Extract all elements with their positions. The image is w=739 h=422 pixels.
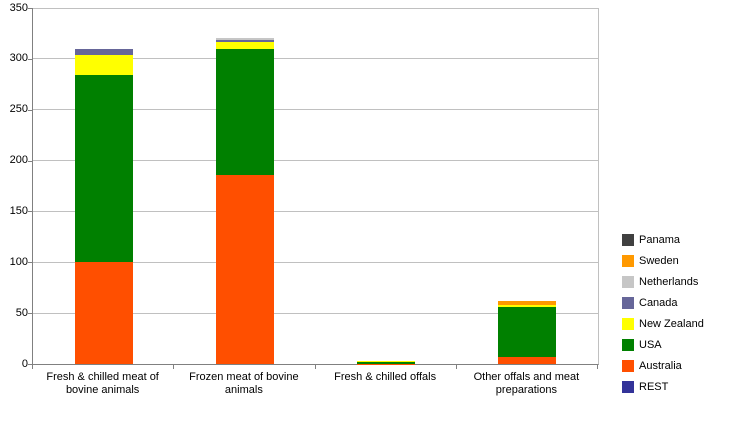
legend-item-sweden: Sweden (622, 255, 704, 267)
legend-label: USA (639, 339, 662, 351)
x-axis-tick (32, 365, 33, 369)
bar-segment-australia (357, 363, 416, 364)
legend-item-netherlands: Netherlands (622, 276, 704, 288)
gridline (33, 58, 598, 60)
legend-swatch (622, 276, 634, 288)
x-axis-label: Fresh & chilled meat of bovine animals (46, 371, 159, 396)
legend-item-usa: USA (622, 339, 704, 351)
legend-label: Australia (639, 360, 682, 372)
legend-item-australia: Australia (622, 360, 704, 372)
y-axis-tick (28, 8, 32, 9)
legend-label: REST (639, 381, 669, 393)
legend-swatch (622, 255, 634, 267)
legend-label: Netherlands (639, 276, 699, 288)
x-axis-tick (455, 365, 457, 369)
x-axis-label: Fresh & chilled offals (334, 371, 437, 383)
legend-swatch (622, 297, 634, 309)
legend-swatch (622, 318, 634, 330)
plot-area (32, 7, 599, 365)
y-axis-label: 50 (15, 306, 28, 319)
bar-segment-new-zealand (357, 361, 416, 363)
bar-group (74, 8, 133, 364)
legend-swatch (622, 339, 634, 351)
bar-segment-new-zealand (74, 54, 133, 76)
bar-segment-new-zealand (498, 305, 557, 308)
legend-item-new-zealand: New Zealand (622, 318, 704, 330)
bar-segment-usa (498, 307, 557, 357)
bar-segment-canada (215, 39, 274, 42)
bar-segment-new-zealand (215, 41, 274, 49)
x-axis-tick (314, 365, 316, 369)
y-axis-label: 150 (9, 204, 28, 217)
y-axis-label: 350 (9, 1, 28, 14)
x-axis-label: Other offals and meat preparations (473, 371, 580, 396)
y-axis-label: 100 (9, 255, 28, 268)
legend-label: Canada (639, 297, 678, 309)
gridline (33, 160, 598, 162)
legend-item-canada: Canada (622, 297, 704, 309)
gridline (33, 312, 598, 314)
y-axis-label: 0 (21, 357, 28, 370)
y-axis-tick (28, 364, 32, 365)
y-axis-tick (28, 313, 32, 315)
bar-segment-australia (498, 356, 557, 364)
bar-segment-sweden (498, 300, 557, 306)
legend-item-panama: Panama (622, 234, 704, 246)
y-axis-tick (28, 58, 32, 60)
y-axis-tick (28, 211, 32, 213)
legend-label: Sweden (639, 255, 679, 267)
legend-swatch (622, 381, 634, 393)
y-axis-label: 200 (9, 154, 28, 167)
y-axis-label: 250 (9, 103, 28, 116)
y-axis-tick (28, 109, 32, 111)
bar-segment-usa (357, 362, 416, 364)
bar-segment-usa (74, 75, 133, 263)
legend-swatch (622, 234, 634, 246)
y-axis-tick (28, 160, 32, 162)
gridline (33, 109, 598, 111)
x-axis-label: Frozen meat of bovine animals (189, 371, 299, 396)
bar-segment-australia (74, 262, 133, 364)
legend: Panama Sweden Netherlands Canada New Zealand… (622, 234, 704, 402)
legend-item-rest: REST (622, 381, 704, 393)
gridline (33, 210, 598, 212)
legend-label: Panama (639, 234, 680, 246)
bar-group (498, 8, 557, 364)
bar-segment-netherlands (215, 37, 274, 40)
bar-segment-canada (74, 48, 133, 55)
bar-segment-australia (215, 174, 274, 364)
legend-label: New Zealand (639, 318, 704, 330)
legend-swatch (622, 360, 634, 372)
bar-group (215, 8, 274, 364)
x-axis-tick (597, 365, 598, 369)
y-axis-label: 300 (9, 52, 28, 65)
gridline (33, 7, 598, 9)
bar-group (357, 8, 416, 364)
y-axis-tick (28, 262, 32, 264)
x-axis-tick (173, 365, 175, 369)
gridline (33, 261, 598, 263)
bar-segment-usa (215, 48, 274, 175)
